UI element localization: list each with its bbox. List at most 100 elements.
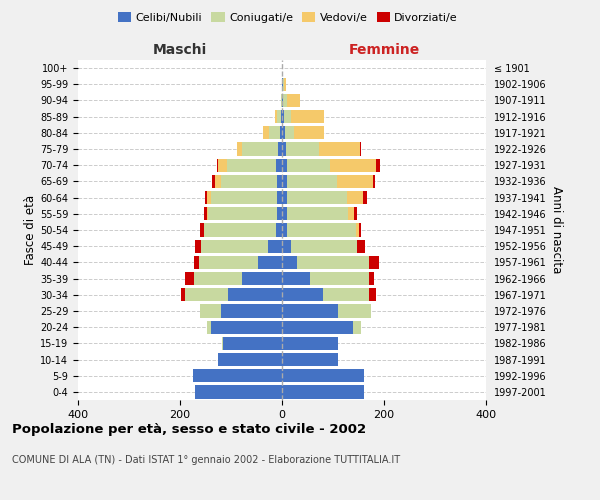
Bar — [263, 126, 269, 140]
Bar — [286, 142, 319, 156]
Bar — [185, 288, 229, 302]
Bar — [227, 158, 276, 172]
Bar — [217, 158, 218, 172]
Bar — [202, 240, 268, 253]
Bar — [218, 353, 282, 366]
Bar — [242, 142, 278, 156]
Bar — [200, 304, 221, 318]
Bar — [282, 142, 286, 156]
Legend: Celibi/Nubili, Coniugati/e, Vedovi/e, Divorziati/e: Celibi/Nubili, Coniugati/e, Vedovi/e, Di… — [113, 8, 463, 28]
Bar — [282, 191, 287, 204]
Bar — [282, 304, 338, 318]
Bar — [369, 272, 374, 285]
Y-axis label: Fasce di età: Fasce di età — [24, 195, 37, 265]
Bar — [287, 94, 300, 107]
Bar — [223, 336, 282, 350]
Bar — [282, 126, 284, 140]
Bar — [277, 191, 282, 204]
Bar — [283, 94, 287, 107]
Bar — [282, 256, 298, 269]
Bar — [194, 272, 242, 285]
Bar — [282, 288, 323, 302]
Bar — [282, 369, 364, 382]
Bar — [287, 158, 331, 172]
Text: Maschi: Maschi — [153, 44, 207, 58]
Bar — [284, 126, 294, 140]
Bar — [353, 320, 361, 334]
Bar — [373, 175, 376, 188]
Bar — [284, 78, 286, 91]
Bar — [362, 191, 367, 204]
Bar — [276, 158, 282, 172]
Bar — [269, 126, 280, 140]
Bar — [338, 304, 371, 318]
Text: COMUNE DI ALA (TN) - Dati ISTAT 1° gennaio 2002 - Elaborazione TUTTITALIA.IT: COMUNE DI ALA (TN) - Dati ISTAT 1° genna… — [12, 455, 400, 465]
Bar — [218, 158, 227, 172]
Bar — [194, 256, 199, 269]
Bar — [282, 240, 291, 253]
Bar — [242, 272, 282, 285]
Bar — [282, 272, 310, 285]
Bar — [282, 336, 338, 350]
Bar — [376, 158, 380, 172]
Bar — [287, 224, 356, 236]
Bar — [282, 158, 287, 172]
Bar — [356, 224, 359, 236]
Bar — [291, 110, 325, 124]
Bar — [212, 175, 215, 188]
Bar — [294, 126, 325, 140]
Bar — [283, 78, 284, 91]
Bar — [208, 207, 277, 220]
Bar — [268, 240, 282, 253]
Bar — [282, 320, 353, 334]
Bar — [205, 207, 207, 220]
Bar — [319, 142, 360, 156]
Text: Femmine: Femmine — [349, 44, 419, 58]
Bar — [199, 256, 257, 269]
Bar — [282, 207, 287, 220]
Bar — [237, 142, 242, 156]
Bar — [291, 240, 358, 253]
Bar — [207, 207, 208, 220]
Bar — [310, 272, 369, 285]
Bar — [277, 207, 282, 220]
Bar — [211, 191, 277, 204]
Bar — [282, 175, 287, 188]
Text: Popolazione per età, sesso e stato civile - 2002: Popolazione per età, sesso e stato civil… — [12, 422, 366, 436]
Bar — [277, 110, 281, 124]
Bar — [205, 224, 276, 236]
Bar — [355, 207, 357, 220]
Bar — [196, 386, 282, 398]
Bar — [281, 94, 282, 107]
Bar — [369, 288, 376, 302]
Bar — [200, 224, 205, 236]
Bar — [193, 369, 282, 382]
Bar — [221, 175, 277, 188]
Bar — [282, 386, 364, 398]
Bar — [196, 240, 202, 253]
Bar — [221, 304, 282, 318]
Bar — [277, 175, 282, 188]
Bar — [331, 158, 376, 172]
Bar — [257, 256, 282, 269]
Bar — [323, 288, 369, 302]
Bar — [205, 191, 206, 204]
Bar — [359, 224, 361, 236]
Bar — [280, 126, 282, 140]
Bar — [298, 256, 369, 269]
Bar — [211, 320, 282, 334]
Bar — [358, 240, 365, 253]
Bar — [287, 175, 337, 188]
Bar — [347, 191, 362, 204]
Bar — [282, 110, 284, 124]
Bar — [282, 94, 283, 107]
Bar — [215, 175, 221, 188]
Bar — [185, 272, 194, 285]
Bar — [229, 288, 282, 302]
Bar — [275, 110, 277, 124]
Bar — [278, 142, 282, 156]
Bar — [206, 320, 211, 334]
Bar — [369, 256, 379, 269]
Bar — [181, 288, 185, 302]
Bar — [349, 207, 355, 220]
